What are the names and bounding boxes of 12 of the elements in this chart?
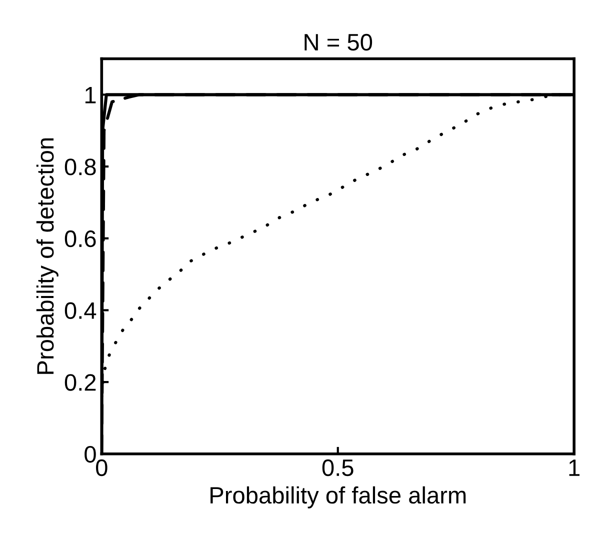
x-tick-label: 0.5	[322, 459, 354, 476]
chart-title: N = 50	[304, 34, 372, 51]
x-tick-label: 0	[96, 459, 108, 476]
y-axis-title: Probability of detection	[36, 138, 58, 374]
y-tick-label: 0.2	[64, 374, 96, 391]
y-tick-label: 0	[84, 446, 96, 463]
y-tick-label: 0.6	[64, 230, 96, 248]
y-tick-label: 0.4	[64, 302, 96, 319]
y-tick-label: 0.8	[64, 158, 96, 176]
x-tick-label: 1	[569, 460, 580, 476]
y-tick-label: 1	[85, 86, 96, 104]
x-axis-title: Probability of false alarm	[210, 486, 466, 508]
